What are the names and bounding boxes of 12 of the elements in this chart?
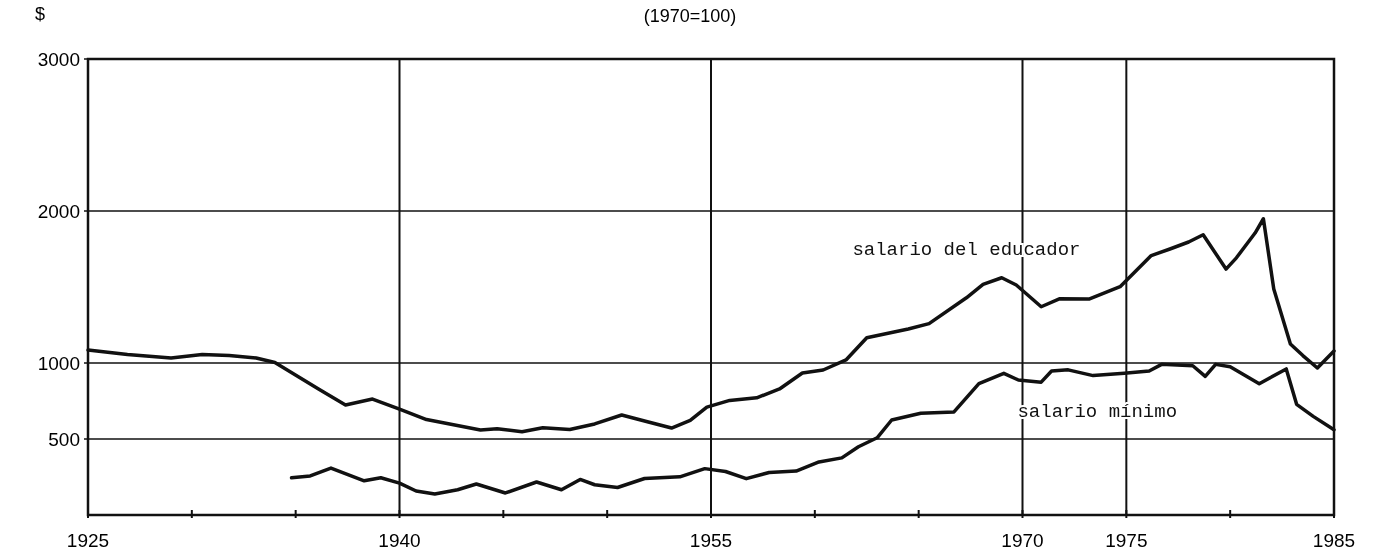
x-tick-label: 1975 bbox=[1105, 530, 1148, 551]
x-tick-label: 1985 bbox=[1312, 530, 1356, 551]
y-tick-label: 2000 bbox=[37, 201, 80, 222]
x-tick-label: 1940 bbox=[378, 530, 421, 551]
x-tick-label: 1970 bbox=[1001, 530, 1044, 551]
y-axis-title: $ bbox=[34, 4, 46, 24]
chart-title: (1970=100) bbox=[643, 6, 737, 26]
y-tick-label: 500 bbox=[48, 429, 80, 450]
y-tick-label: 3000 bbox=[37, 49, 80, 70]
x-tick-label: 1925 bbox=[66, 530, 110, 551]
x-tick-label: 1955 bbox=[689, 530, 733, 551]
y-tick-label: 1000 bbox=[37, 353, 80, 374]
